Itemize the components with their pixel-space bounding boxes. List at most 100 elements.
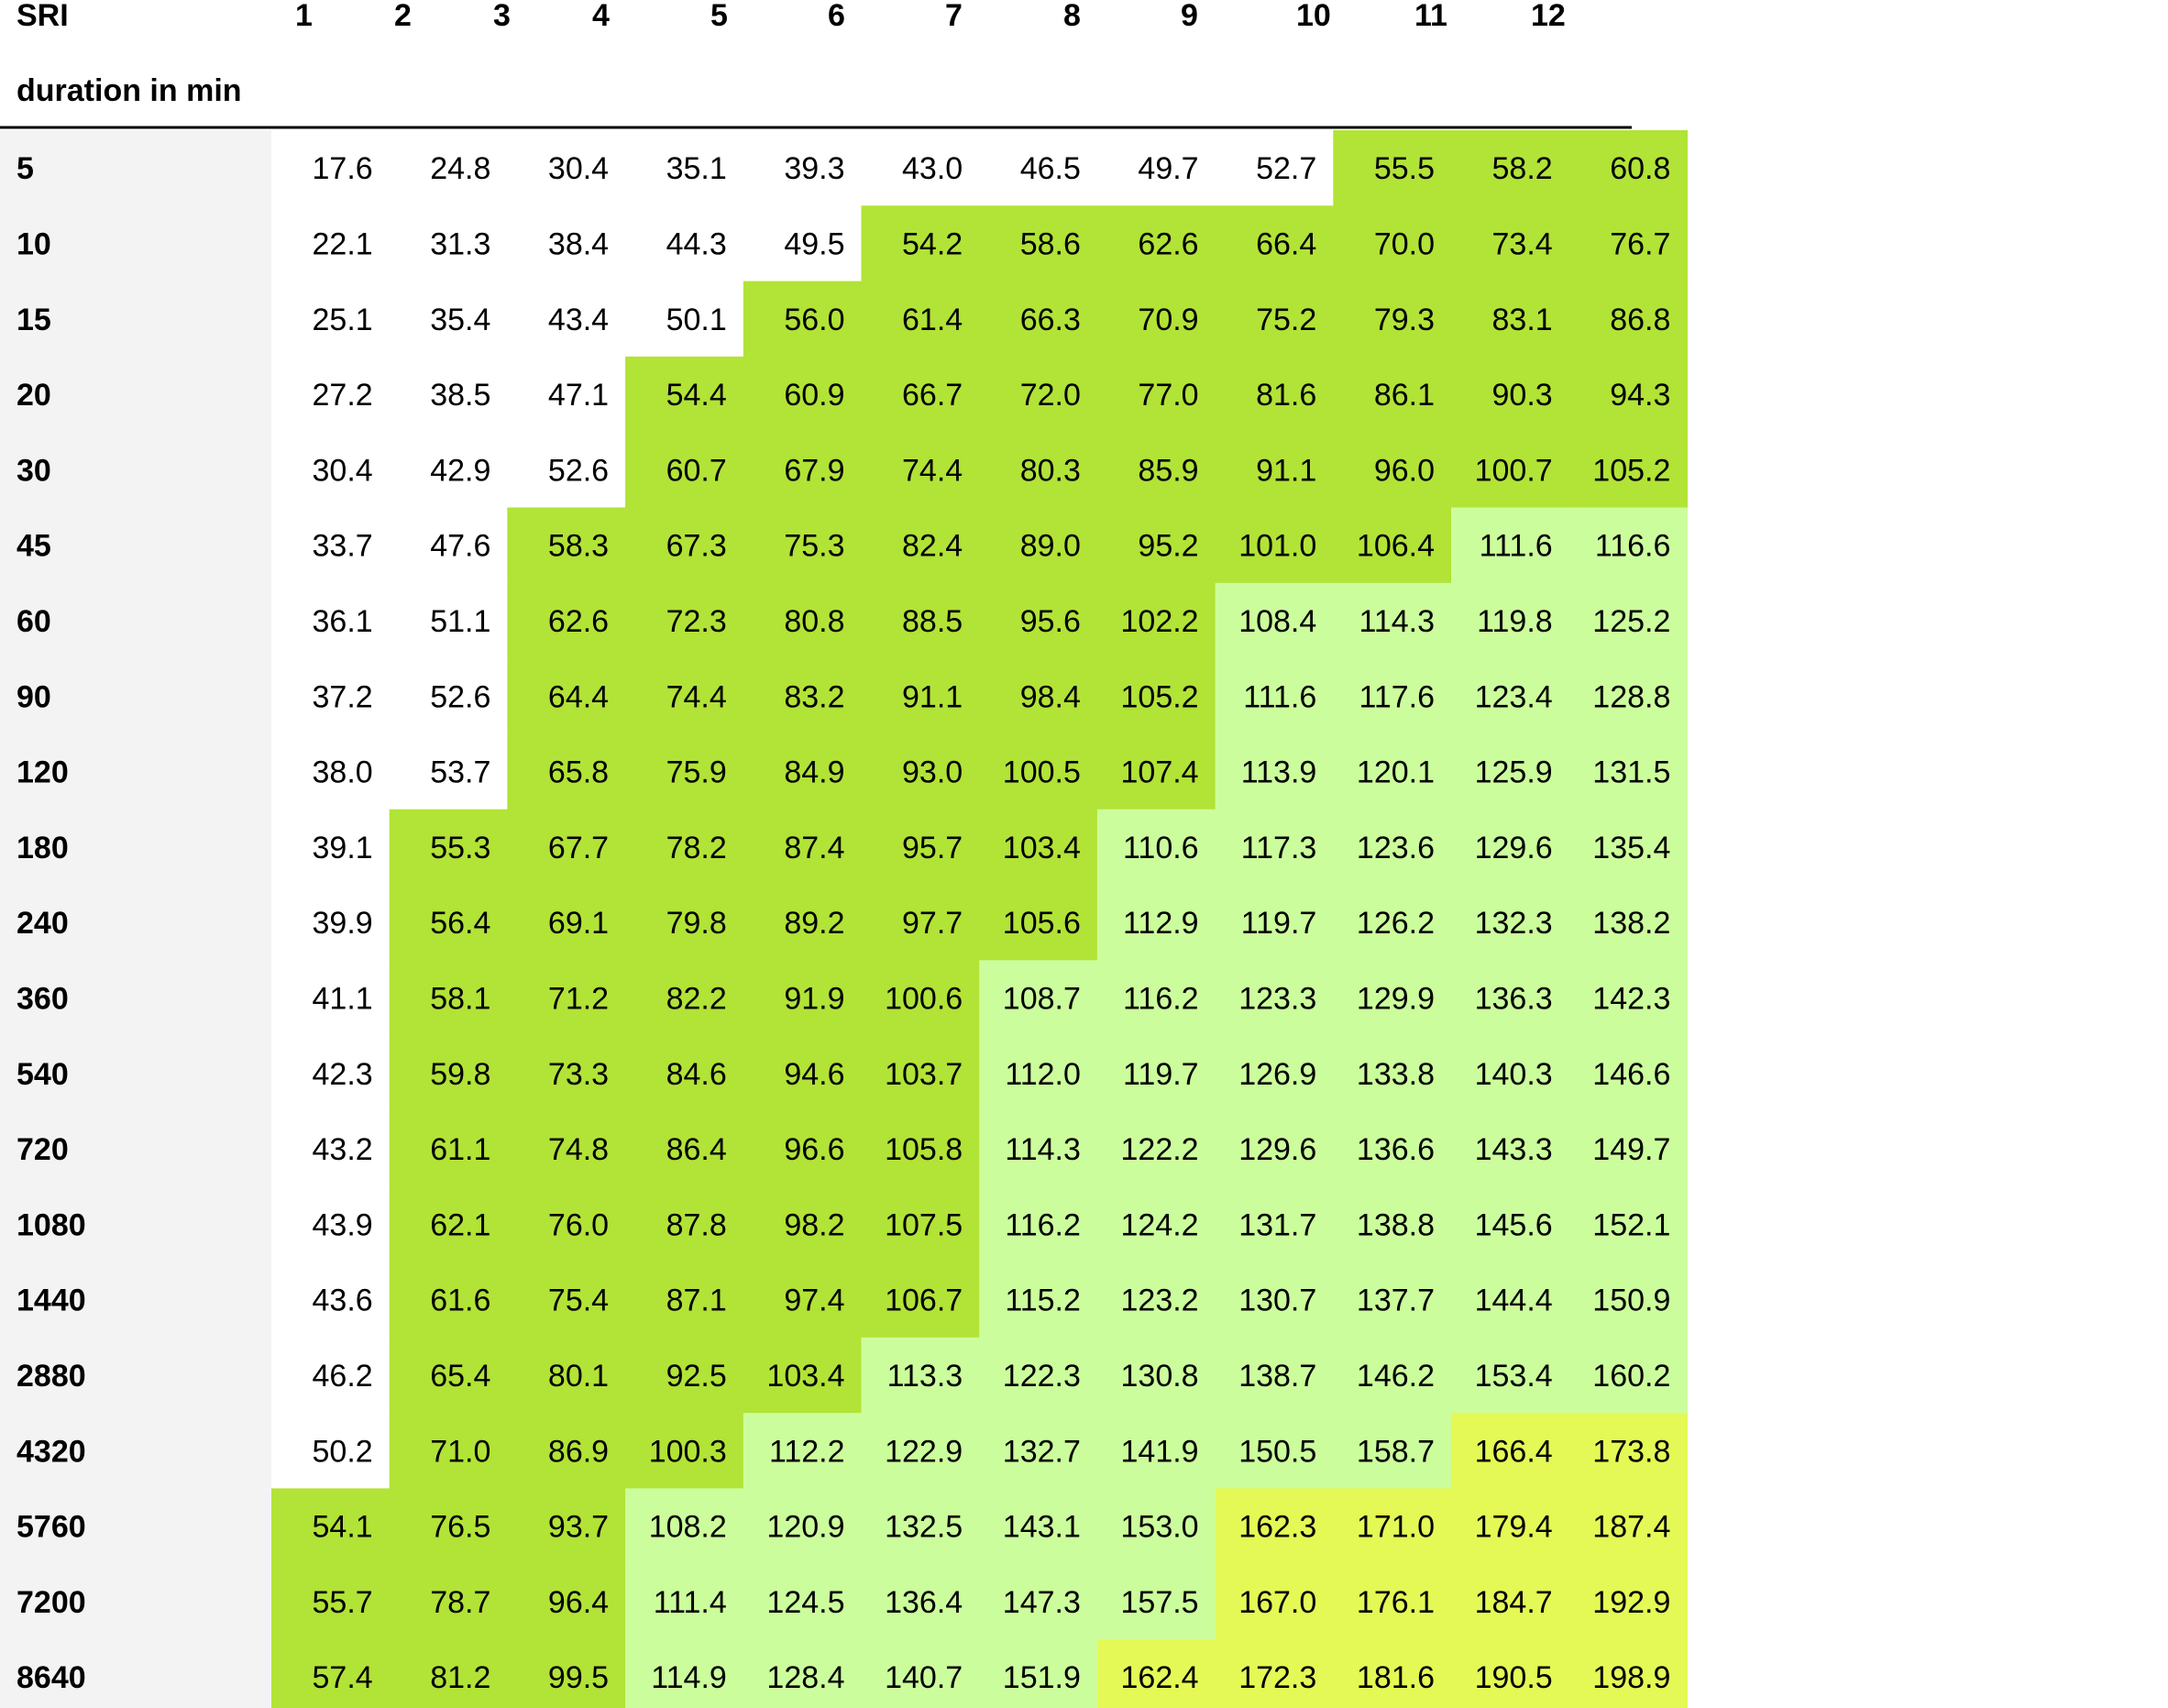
cell-value: 60.9: [784, 378, 844, 413]
cell-value: 84.6: [666, 1057, 727, 1092]
cell-value: 17.6: [313, 151, 373, 186]
row-label: 5760: [17, 1510, 86, 1545]
row-label: 90: [17, 679, 51, 714]
table-cell: [861, 356, 980, 433]
row-label-cell: [0, 960, 271, 1036]
table-cell: [1451, 205, 1570, 282]
cell-value: 87.1: [666, 1284, 727, 1318]
cell-value: 112.0: [1005, 1057, 1081, 1092]
row-label: 15: [17, 303, 51, 337]
column-header: 11: [1414, 0, 1447, 33]
table-cell: [861, 885, 980, 961]
cell-value: 132.3: [1475, 906, 1553, 941]
table-cell: [1215, 1639, 1334, 1708]
cell-value: 129.6: [1475, 831, 1553, 865]
table-cell: [743, 1262, 863, 1339]
table-cell: [1333, 356, 1452, 433]
cell-value: 52.7: [1256, 151, 1316, 186]
cell-value: 51.1: [430, 604, 490, 639]
table-cell: [389, 1413, 508, 1489]
cell-value: 50.1: [666, 303, 727, 337]
table-cell: [507, 885, 626, 961]
table-cell: [861, 1035, 980, 1112]
cell-value: 160.2: [1592, 1359, 1670, 1394]
table-cell: [1451, 281, 1570, 358]
table-cell: [1451, 1337, 1570, 1414]
table-cell: [1215, 1563, 1334, 1640]
cell-value: 67.9: [784, 453, 844, 488]
table-cell: [271, 885, 391, 961]
row-label: 120: [17, 755, 69, 790]
cell-value: 58.6: [1020, 226, 1081, 261]
table-cell: [1333, 507, 1452, 584]
cell-value: 42.9: [430, 453, 490, 488]
table-cell: [743, 658, 863, 734]
table-cell: [1215, 1337, 1334, 1414]
cell-value: 95.7: [902, 831, 963, 865]
row-label-cell: [0, 1413, 271, 1489]
cell-value: 133.8: [1357, 1057, 1435, 1092]
cell-value: 123.4: [1475, 679, 1553, 714]
cell-value: 50.2: [313, 1434, 373, 1469]
table-cell: [389, 1337, 508, 1414]
cell-value: 57.4: [313, 1660, 373, 1695]
table-cell: [625, 1110, 744, 1187]
corner-label-sri: SRI: [17, 0, 69, 33]
cell-value: 91.1: [902, 679, 963, 714]
table-cell: [979, 432, 1098, 509]
table-cell: [861, 1488, 980, 1565]
table-cell: [507, 507, 626, 584]
table-cell: [743, 1035, 863, 1112]
table-cell: [271, 130, 391, 206]
cell-value: 74.8: [548, 1132, 609, 1167]
cell-value: 60.7: [666, 453, 727, 488]
cell-value: 95.2: [1138, 529, 1198, 564]
table-cell: [1096, 582, 1216, 659]
row-label-cell: [0, 1035, 271, 1111]
cell-value: 77.0: [1138, 378, 1198, 413]
cell-value: 62.6: [548, 604, 609, 639]
cell-value: 107.4: [1121, 755, 1199, 790]
table-cell: [625, 658, 744, 734]
table-cell: [1333, 1186, 1452, 1263]
cell-value: 61.6: [430, 1284, 490, 1318]
table-cell: [743, 1413, 863, 1489]
cell-value: 43.0: [902, 151, 963, 186]
table-cell: [271, 1413, 391, 1489]
table-cell: [979, 885, 1098, 961]
column-header: 5: [710, 0, 728, 33]
table-cell: [1215, 582, 1334, 659]
row-label-cell: [0, 658, 271, 734]
cell-value: 88.5: [902, 604, 963, 639]
table-cell: [625, 281, 744, 358]
cell-value: 105.2: [1592, 453, 1670, 488]
cell-value: 86.9: [548, 1434, 609, 1469]
table-cell: [1096, 1488, 1216, 1565]
cell-value: 36.1: [313, 604, 373, 639]
cell-value: 116.2: [1123, 981, 1199, 1016]
cell-value: 58.2: [1492, 151, 1553, 186]
table-cell: [1333, 130, 1452, 206]
cell-value: 101.0: [1238, 529, 1316, 564]
cell-value: 157.5: [1121, 1585, 1199, 1620]
row-label: 360: [17, 981, 69, 1016]
cell-value: 54.1: [313, 1510, 373, 1545]
cell-value: 124.5: [766, 1585, 844, 1620]
table-cell: [271, 960, 391, 1037]
table-cell: [1568, 432, 1688, 509]
column-header: 8: [1063, 0, 1081, 33]
cell-value: 66.7: [902, 378, 963, 413]
table-cell: [1451, 1488, 1570, 1565]
cell-value: 102.2: [1121, 604, 1199, 639]
cell-value: 25.1: [313, 303, 373, 337]
cell-value: 49.7: [1138, 151, 1198, 186]
cell-value: 149.7: [1592, 1132, 1670, 1167]
table-cell: [271, 582, 391, 659]
cell-value: 60.8: [1610, 151, 1670, 186]
table-cell: [743, 130, 863, 206]
table-cell: [861, 658, 980, 734]
cell-value: 39.9: [313, 906, 373, 941]
cell-value: 131.5: [1592, 755, 1670, 790]
cell-value: 110.6: [1123, 831, 1199, 865]
